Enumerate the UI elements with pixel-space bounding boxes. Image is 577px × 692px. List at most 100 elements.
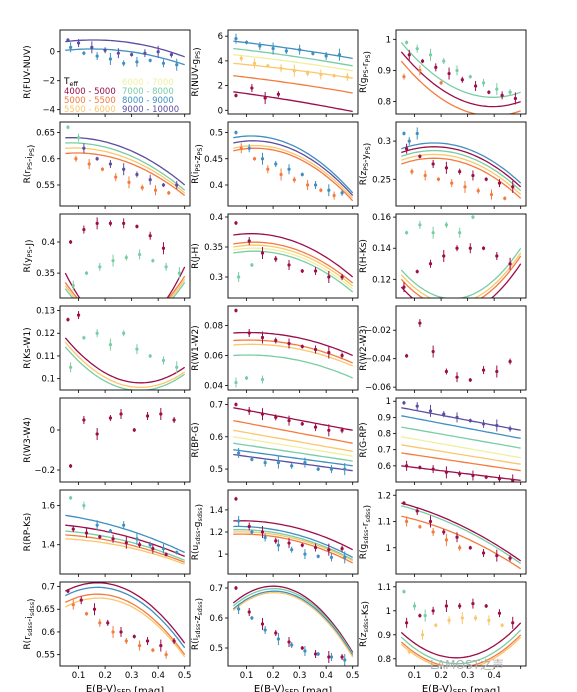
data-point bbox=[415, 47, 419, 51]
data-point bbox=[124, 255, 128, 260]
data-point bbox=[497, 611, 502, 615]
data-point bbox=[148, 354, 152, 358]
data-point bbox=[450, 181, 454, 185]
data-point bbox=[431, 609, 435, 613]
y-axis-label: R(BP-G) bbox=[191, 422, 201, 457]
data-point bbox=[468, 75, 472, 79]
plot-area bbox=[64, 311, 186, 390]
data-point bbox=[95, 523, 99, 527]
series-line-1 bbox=[400, 263, 522, 298]
data-point bbox=[436, 177, 441, 181]
y-tick-label: 1.2 bbox=[209, 528, 223, 538]
data-point bbox=[402, 131, 406, 136]
data-point bbox=[140, 186, 144, 190]
data-point bbox=[287, 263, 291, 267]
data-point bbox=[303, 649, 307, 653]
data-point bbox=[313, 183, 318, 187]
y-tick-label: 0 bbox=[50, 426, 55, 436]
axes-frame bbox=[59, 489, 191, 575]
data-point bbox=[481, 422, 486, 426]
panel-13: −0.2 0 R(W3-W4) bbox=[23, 397, 191, 485]
y-tick-label: 2 bbox=[218, 82, 223, 92]
y-axis-label: R(usdss-gsdss) bbox=[191, 504, 205, 560]
data-point bbox=[164, 265, 168, 269]
series-line-3 bbox=[233, 343, 353, 367]
data-point bbox=[415, 269, 419, 274]
y-tick-label: 0.3 bbox=[209, 273, 223, 283]
data-point bbox=[161, 246, 166, 250]
axes-frame bbox=[59, 581, 191, 667]
axes-frame bbox=[227, 29, 359, 115]
data-point bbox=[148, 234, 152, 238]
x-axis-label: E(B-V)SFD [mag] bbox=[422, 684, 500, 692]
data-point bbox=[415, 131, 419, 136]
data-point bbox=[455, 68, 459, 73]
data-point bbox=[260, 412, 265, 416]
series-line-3 bbox=[401, 426, 521, 449]
data-point bbox=[303, 461, 307, 465]
data-point bbox=[274, 338, 278, 343]
data-point bbox=[66, 589, 70, 593]
data-point bbox=[130, 53, 134, 57]
data-point bbox=[250, 86, 254, 90]
data-point bbox=[124, 639, 128, 643]
data-point bbox=[159, 412, 163, 416]
data-point bbox=[313, 652, 318, 656]
y-tick-label: 0.55 bbox=[36, 651, 55, 661]
data-point bbox=[137, 643, 142, 648]
data-point bbox=[327, 655, 331, 659]
data-point bbox=[148, 58, 152, 63]
axes-frame bbox=[395, 581, 527, 667]
data-point bbox=[405, 519, 409, 524]
y-tick-label: 0.14 bbox=[372, 244, 391, 254]
y-tick-label: 0.12 bbox=[372, 275, 391, 285]
data-point bbox=[420, 633, 425, 637]
data-point bbox=[175, 550, 179, 555]
data-point bbox=[418, 525, 422, 529]
data-point bbox=[407, 650, 411, 654]
data-point bbox=[500, 623, 504, 627]
series-line-2 bbox=[233, 140, 354, 196]
data-point bbox=[503, 196, 507, 200]
series-line-3 bbox=[233, 144, 354, 199]
y-tick-label: −0.06 bbox=[365, 383, 391, 393]
data-point bbox=[484, 475, 488, 479]
series-line-1 bbox=[233, 407, 353, 431]
data-point bbox=[234, 497, 238, 501]
data-point bbox=[447, 618, 451, 623]
y-tick-label: 0.04 bbox=[204, 382, 223, 392]
data-point bbox=[471, 173, 475, 178]
data-point bbox=[402, 401, 406, 405]
axes-frame bbox=[395, 305, 527, 391]
data-point bbox=[489, 192, 494, 197]
data-point bbox=[431, 231, 435, 235]
data-point bbox=[428, 262, 433, 266]
series-line-6 bbox=[233, 449, 353, 467]
data-point bbox=[300, 269, 304, 273]
data-point bbox=[412, 604, 417, 608]
data-point bbox=[455, 246, 459, 250]
data-point bbox=[418, 321, 422, 325]
y-axis-label: R(NUV-gPS) bbox=[191, 47, 203, 96]
series-line-1 bbox=[400, 41, 521, 98]
y-tick-label: 0.7 bbox=[209, 400, 223, 410]
y-tick-label: 0.12 bbox=[36, 329, 55, 339]
data-point bbox=[252, 61, 257, 65]
data-point bbox=[135, 172, 139, 177]
y-axis-label: R(rPS-iPS) bbox=[23, 145, 37, 184]
series-line-5 bbox=[233, 47, 353, 67]
data-point bbox=[340, 275, 344, 279]
plot-area bbox=[233, 308, 353, 388]
data-point bbox=[410, 170, 414, 174]
data-point bbox=[444, 538, 449, 542]
plot-area bbox=[233, 33, 353, 113]
y-tick-label: 0.4 bbox=[41, 238, 55, 248]
panel-20: 0.1 0.2 0.3 0.4 0.5 0.5 0.6 0.7 R(isdss-zsdss) E(… bbox=[191, 581, 359, 692]
data-point bbox=[405, 40, 409, 45]
data-point bbox=[95, 331, 99, 335]
plot-area bbox=[64, 217, 186, 298]
panel-4: 0.55 0.6 0.65 R(rPS-iPS) bbox=[23, 121, 191, 209]
series-line-5 bbox=[233, 533, 353, 564]
data-point bbox=[484, 604, 488, 608]
data-point bbox=[487, 618, 491, 623]
